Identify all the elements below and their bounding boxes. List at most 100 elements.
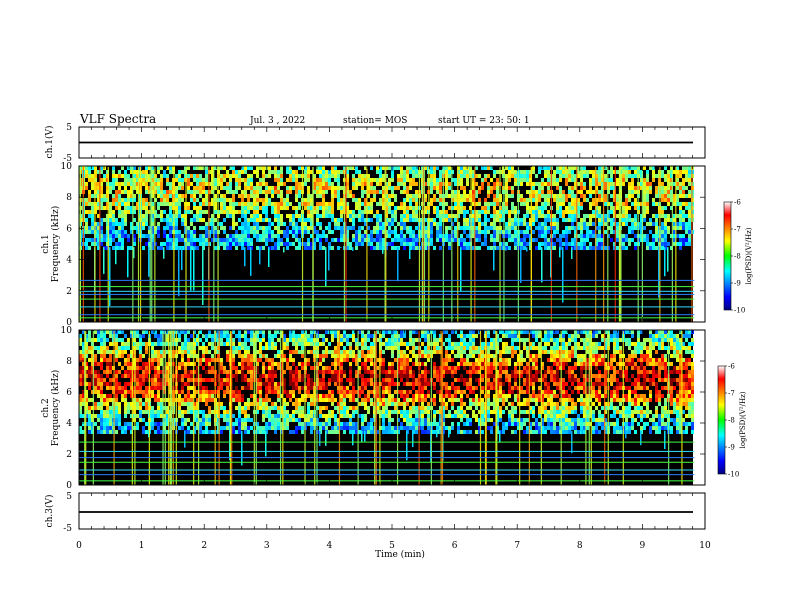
spectrogram-cell: [574, 206, 577, 210]
spectrogram-cell: [238, 370, 241, 374]
spectrogram-cell: [277, 406, 280, 410]
spectrogram-cell: [544, 170, 547, 174]
spectrogram-cell: [400, 182, 403, 186]
spectrogram-cell: [661, 198, 664, 202]
spectrogram-cell: [580, 174, 583, 178]
spectrogram-cell: [646, 222, 649, 226]
spectrogram-cell: [175, 178, 178, 182]
spectrogram-cell: [631, 174, 634, 178]
spectrogram-cell: [196, 406, 199, 410]
spectrogram-streak: [664, 247, 666, 277]
spectrogram-cell: [262, 234, 265, 238]
spectrogram-cell: [322, 338, 325, 342]
spectrogram-cell: [166, 374, 169, 378]
spectrogram-cell: [400, 230, 403, 234]
spectrogram-cell: [226, 422, 229, 426]
spectrogram-cell: [124, 202, 127, 206]
spectrogram-cell: [349, 190, 352, 194]
spectrogram-cell: [460, 194, 463, 198]
spectrogram-cell: [295, 398, 298, 402]
spectrogram-cell: [385, 194, 388, 198]
spectrogram-cell: [88, 386, 91, 390]
spectrogram-cell: [193, 178, 196, 182]
spectrogram-cell: [244, 350, 247, 354]
spectrogram-cell: [415, 202, 418, 206]
spectrogram-cell: [430, 230, 433, 234]
spectrogram-cell: [553, 242, 556, 246]
spectrogram-cell: [310, 202, 313, 206]
spectrogram-cell: [187, 182, 190, 186]
spectrogram-cell: [205, 398, 208, 402]
spectrogram-cell: [439, 238, 442, 242]
spectrogram-cell: [100, 198, 103, 202]
spectrogram-cell: [250, 362, 253, 366]
spectrogram-cell: [109, 422, 112, 426]
spectrogram-cell: [352, 182, 355, 186]
spectrogram-cell: [628, 206, 631, 210]
spectrogram-cell: [235, 234, 238, 238]
spectrogram-cell: [193, 418, 196, 422]
spectrogram-cell: [547, 226, 550, 230]
spectrogram-cell: [349, 214, 352, 218]
spectrogram-cell: [109, 386, 112, 390]
spectrogram-cell: [508, 178, 511, 182]
spectrogram-cell: [262, 170, 265, 174]
spectrogram-cell: [196, 402, 199, 406]
spectrogram-cell: [292, 410, 295, 414]
spectrogram-cell: [646, 198, 649, 202]
spectrogram-cell: [487, 230, 490, 234]
spectrogram-cell: [250, 194, 253, 198]
spectrogram-cell: [295, 382, 298, 386]
spectrogram-cell: [310, 394, 313, 398]
spectrogram-cell: [181, 218, 184, 222]
spectrogram-cell: [160, 402, 163, 406]
spectrogram-cell: [454, 198, 457, 202]
spectrogram-cell: [247, 398, 250, 402]
spectrogram-cell: [496, 190, 499, 194]
spectrogram-cell: [583, 214, 586, 218]
spectrogram-cell: [133, 234, 136, 238]
spectrogram-cell: [121, 354, 124, 358]
spectrogram-cell: [100, 338, 103, 342]
spectrogram-cell: [214, 238, 217, 242]
spectrogram-cell: [205, 234, 208, 238]
spectrogram-cell: [88, 166, 91, 170]
spectrogram-cell: [328, 214, 331, 218]
spectrogram-cell: [634, 198, 637, 202]
spectrogram-cell: [679, 210, 682, 214]
spectrogram-cell: [157, 186, 160, 190]
spectrogram-cell: [166, 406, 169, 410]
spectrogram-cell: [409, 198, 412, 202]
spectrogram-cell: [379, 238, 382, 242]
spectrogram-cell: [130, 406, 133, 410]
spectrogram-cell: [487, 194, 490, 198]
spectrogram-cell: [412, 214, 415, 218]
spectrogram-cell: [136, 170, 139, 174]
spectrogram-streak: [550, 247, 552, 278]
spectrogram-cell: [166, 366, 169, 370]
spectrogram-cell: [103, 338, 106, 342]
spectrogram-cell: [535, 214, 538, 218]
spectrogram-cell: [151, 406, 154, 410]
spectrogram-cell: [283, 386, 286, 390]
spectrogram-cell: [112, 170, 115, 174]
spectrogram-cell: [163, 342, 166, 346]
spectrogram-cell: [472, 198, 475, 202]
spectrogram-cell: [430, 170, 433, 174]
spectrogram-cell: [466, 226, 469, 230]
spectrogram-cell: [85, 366, 88, 370]
spectrogram-cell: [412, 174, 415, 178]
spectrogram-cell: [595, 178, 598, 182]
sferic-spike: [691, 167, 693, 322]
spectrogram-cell: [373, 238, 376, 242]
spectrogram-cell: [463, 238, 466, 242]
spectrogram-cell: [505, 178, 508, 182]
spectrogram-cell: [667, 198, 670, 202]
spectrogram-cell: [196, 182, 199, 186]
spectrogram-cell: [106, 350, 109, 354]
spectrogram-cell: [577, 170, 580, 174]
spectrogram-cell: [115, 422, 118, 426]
spectrogram-cell: [106, 386, 109, 390]
spectrogram-cell: [673, 242, 676, 246]
spectrogram-cell: [115, 418, 118, 422]
